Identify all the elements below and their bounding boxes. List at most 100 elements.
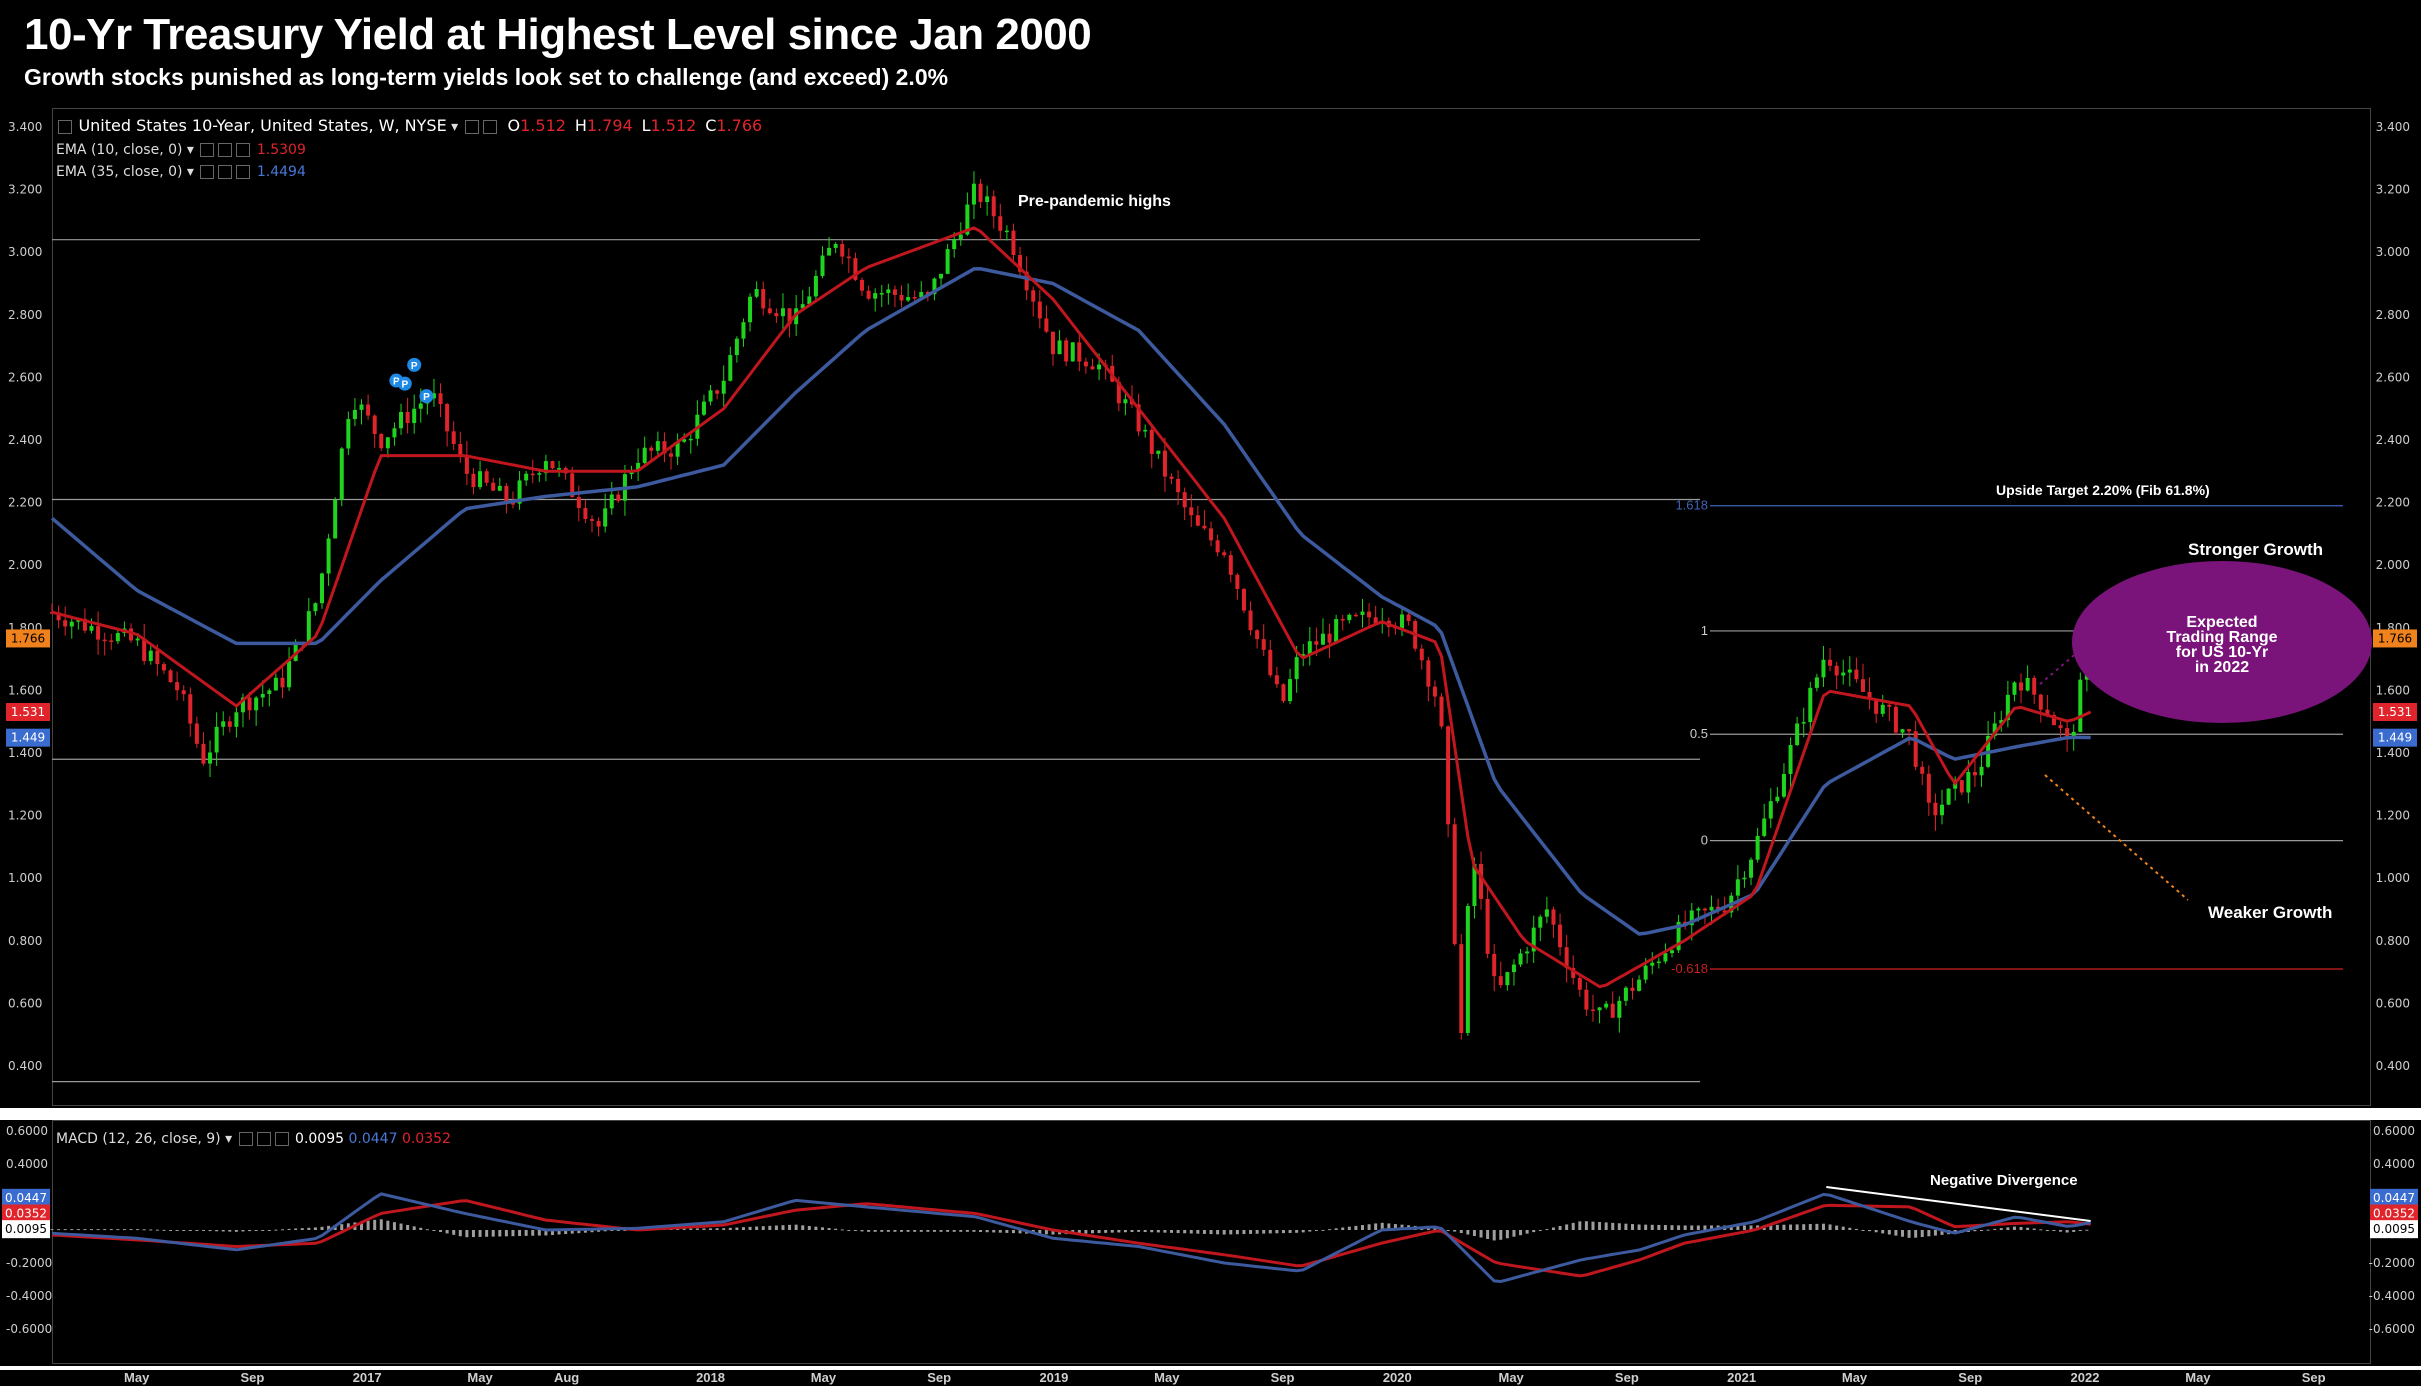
candle-body bbox=[1676, 921, 1681, 951]
y-tick-right: 0.800 bbox=[2376, 934, 2410, 948]
candle-body bbox=[1610, 1003, 1615, 1018]
candle-body bbox=[1768, 801, 1773, 819]
symbol-legend[interactable]: United States 10-Year, United States, W,… bbox=[56, 116, 762, 135]
x-tick-label: 2017 bbox=[353, 1370, 382, 1385]
candle-body bbox=[1156, 450, 1161, 454]
macd-histogram-bar bbox=[1545, 1229, 1549, 1231]
y-tick-left: 1.200 bbox=[8, 809, 42, 823]
candle-body bbox=[1123, 399, 1128, 404]
chevron-down-icon[interactable]: ▾ bbox=[186, 164, 194, 180]
macd-histogram-bar bbox=[998, 1230, 1002, 1233]
candle-body bbox=[761, 289, 766, 309]
settings-icon[interactable] bbox=[482, 120, 497, 134]
candle-body bbox=[240, 697, 245, 713]
candle-body bbox=[1400, 614, 1405, 629]
eye-icon[interactable] bbox=[464, 120, 479, 134]
close-icon[interactable] bbox=[236, 143, 251, 157]
macd-histogram-bar bbox=[1742, 1225, 1746, 1230]
candle-body bbox=[352, 409, 357, 420]
candle-body bbox=[1176, 478, 1181, 493]
candle-body bbox=[63, 620, 68, 627]
macd-histogram-bar bbox=[847, 1230, 851, 1231]
candle-body bbox=[1795, 723, 1800, 746]
macd-signal-badge-left: 0.0352 bbox=[5, 1207, 47, 1221]
candle-body bbox=[1353, 614, 1358, 617]
macd-histogram-bar bbox=[1993, 1228, 1997, 1230]
candle-body bbox=[1867, 691, 1872, 700]
y-tick-left: 2.800 bbox=[8, 308, 42, 322]
macd-histogram-bar bbox=[2072, 1230, 2076, 1232]
eye-icon[interactable] bbox=[238, 1132, 253, 1146]
open-value: 1.512 bbox=[520, 116, 566, 135]
candle-body bbox=[1933, 802, 1938, 816]
candle-body bbox=[1452, 824, 1457, 945]
chevron-down-icon[interactable]: ▾ bbox=[225, 1131, 233, 1147]
macd-legend[interactable]: MACD (12, 26, close, 9) ▾ 0.0095 0.0447 … bbox=[56, 1131, 451, 1147]
chevron-down-icon[interactable]: ▾ bbox=[451, 119, 459, 135]
candle-body bbox=[537, 473, 542, 475]
macd-histogram-bar bbox=[610, 1230, 614, 1231]
macd-histogram-bar bbox=[109, 1229, 113, 1231]
close-icon[interactable] bbox=[236, 165, 251, 179]
collapse-icon[interactable] bbox=[58, 120, 72, 134]
macd-histogram-bar bbox=[1973, 1230, 1977, 1232]
candle-body bbox=[1518, 953, 1523, 965]
macd-signal-badge-right-bg bbox=[2370, 1204, 2418, 1223]
candle-body bbox=[431, 393, 436, 399]
ema10-legend[interactable]: EMA (10, close, 0) ▾ 1.5309 bbox=[56, 142, 306, 158]
fib-label: 0.5 bbox=[1690, 726, 1708, 741]
ellipse-text: Expected bbox=[2186, 614, 2257, 631]
macd-histogram-bar bbox=[946, 1230, 950, 1232]
macd-histogram-bar bbox=[1038, 1230, 1042, 1235]
macd-histogram-bar bbox=[1907, 1230, 1911, 1238]
candle-body bbox=[510, 503, 515, 505]
macd-histogram-bar bbox=[136, 1229, 140, 1231]
candle-body bbox=[267, 690, 272, 694]
settings-icon[interactable] bbox=[218, 165, 233, 179]
eye-icon[interactable] bbox=[200, 143, 215, 157]
close-icon[interactable] bbox=[274, 1132, 289, 1146]
macd-histogram-bar bbox=[155, 1229, 159, 1231]
chevron-down-icon[interactable]: ▾ bbox=[186, 142, 194, 158]
candle-body bbox=[1406, 614, 1411, 622]
divergence-line bbox=[1826, 1186, 2091, 1222]
macd-signal-badge-right: 0.0352 bbox=[2373, 1207, 2415, 1221]
macd-histogram-bar bbox=[1551, 1227, 1555, 1230]
candle-body bbox=[1762, 818, 1767, 836]
macd-histogram-bar bbox=[1018, 1230, 1022, 1234]
candle-body bbox=[2005, 694, 2010, 721]
candle-body bbox=[787, 308, 792, 325]
macd-histogram-bar bbox=[794, 1224, 798, 1230]
macd-histogram-bar bbox=[406, 1224, 410, 1230]
macd-histogram-bar bbox=[169, 1230, 173, 1231]
candle-body bbox=[326, 538, 331, 574]
candle-body bbox=[254, 697, 259, 711]
macd-histogram-bar bbox=[702, 1228, 706, 1230]
candle-body bbox=[148, 650, 153, 662]
macd-histogram-bar bbox=[985, 1230, 989, 1233]
macd-panel[interactable] bbox=[52, 1120, 2371, 1364]
open-label: O bbox=[507, 116, 521, 135]
candle-body bbox=[1999, 720, 2004, 724]
macd-histogram-bar bbox=[1308, 1230, 1312, 1232]
macd-histogram-bar bbox=[2078, 1230, 2082, 1231]
settings-icon[interactable] bbox=[256, 1132, 271, 1146]
ema35-legend[interactable]: EMA (35, close, 0) ▾ 1.4494 bbox=[56, 164, 306, 180]
candle-body bbox=[1709, 906, 1714, 911]
chart-title: 10-Yr Treasury Yield at Highest Level si… bbox=[24, 10, 1092, 59]
settings-icon[interactable] bbox=[218, 143, 233, 157]
macd-histogram-bar bbox=[83, 1229, 87, 1231]
macd-histogram-bar bbox=[1927, 1230, 1931, 1237]
macd-histogram-bar bbox=[1117, 1230, 1121, 1233]
candle-body bbox=[339, 448, 344, 500]
candle-body bbox=[227, 721, 232, 727]
candle-body bbox=[1893, 706, 1898, 733]
candle-body bbox=[1202, 525, 1207, 529]
candle-body bbox=[1235, 574, 1240, 589]
ema10-value: 1.5309 bbox=[256, 142, 306, 158]
eye-icon[interactable] bbox=[200, 165, 215, 179]
macd-histogram-bar bbox=[1519, 1230, 1523, 1236]
macd-histogram-bar bbox=[208, 1230, 212, 1232]
candle-body bbox=[451, 431, 456, 445]
